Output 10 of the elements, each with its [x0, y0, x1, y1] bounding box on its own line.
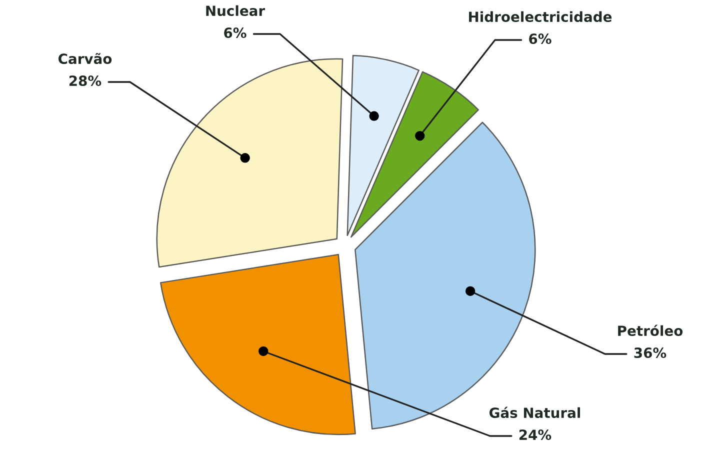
- data-label: 24%: [519, 430, 552, 440]
- data-label: 28%: [69, 76, 102, 86]
- slice-label: Petróleo: [618, 324, 683, 336]
- slice-label: Nuclear: [206, 5, 266, 16]
- data-label: 6%: [224, 28, 246, 38]
- slice-label: Hidroelectricidade: [469, 11, 612, 22]
- data-label: 6%: [529, 34, 552, 44]
- data-label: 36%: [634, 348, 666, 358]
- slice-label: Gás Natural: [490, 406, 580, 418]
- slice-label: Carvão: [58, 53, 112, 64]
